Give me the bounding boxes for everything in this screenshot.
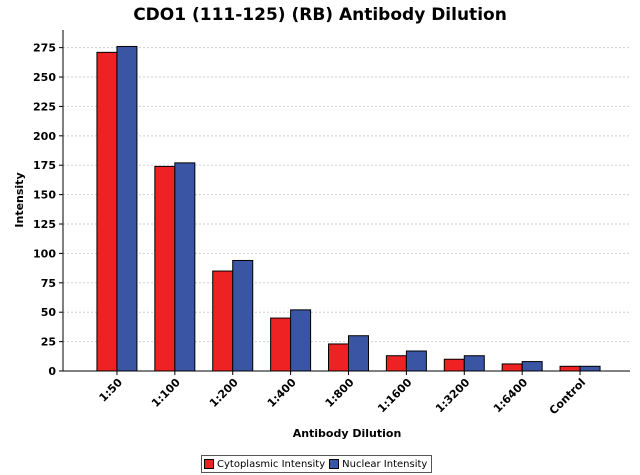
x-tick-label: 1:200 xyxy=(207,376,241,410)
x-tick-label: 1:400 xyxy=(265,376,299,410)
bar-nuclear xyxy=(116,45,138,372)
y-tick-label: 175 xyxy=(33,159,56,172)
bar-cytoplasmic xyxy=(559,365,581,372)
bar-nuclear xyxy=(174,162,196,372)
bar-cytoplasmic xyxy=(154,165,176,372)
chart-title: CDO1 (111-125) (RB) Antibody Dilution xyxy=(133,5,507,25)
bar-cytoplasmic xyxy=(96,51,118,372)
bar-cytoplasmic xyxy=(443,358,465,372)
bar-nuclear xyxy=(521,361,543,372)
x-tick-label: 1:100 xyxy=(149,376,183,410)
y-tick-label: 225 xyxy=(33,100,56,113)
bar-cytoplasmic xyxy=(212,270,234,372)
x-axis-label: Antibody Dilution xyxy=(293,427,402,440)
legend-swatch-nuclear xyxy=(329,459,340,469)
x-tick-label: 1:6400 xyxy=(491,376,531,416)
legend-label-nuclear: Nuclear Intensity xyxy=(342,458,428,470)
bar-nuclear xyxy=(232,259,254,372)
bar-nuclear xyxy=(579,365,601,372)
bar-nuclear xyxy=(463,355,485,372)
y-tick-label: 125 xyxy=(33,218,56,231)
x-tick-label: 1:800 xyxy=(323,376,357,410)
y-tick-label: 275 xyxy=(33,42,56,55)
legend-item-cytoplasmic: Cytoplasmic Intensity xyxy=(204,459,325,470)
y-tick-label: 150 xyxy=(33,189,56,202)
y-tick-label: 25 xyxy=(41,336,56,349)
y-axis-ticks: 0 25 50 75 100 125 150 175 200 225 250 275 xyxy=(33,42,63,378)
bar-nuclear xyxy=(405,350,427,372)
y-tick-label: 0 xyxy=(48,365,56,378)
x-axis-ticks: 1:50 1:100 1:200 1:400 1:800 1:1600 1:3200 1:64… xyxy=(97,371,588,417)
y-axis-label: Intensity xyxy=(13,172,26,227)
y-tick-label: 250 xyxy=(33,71,56,84)
gridlines xyxy=(63,47,630,343)
legend-item-nuclear: Nuclear Intensity xyxy=(329,459,427,470)
bar-cytoplasmic xyxy=(328,343,349,372)
y-tick-label: 50 xyxy=(41,306,57,319)
x-tick-label: 1:1600 xyxy=(375,376,415,416)
legend-label-cytoplasmic: Cytoplasmic Intensity xyxy=(217,458,326,470)
bar-cytoplasmic xyxy=(501,363,523,372)
y-tick-label: 75 xyxy=(41,277,56,290)
y-tick-label: 200 xyxy=(33,130,56,143)
x-tick-label: Control xyxy=(547,376,588,417)
bar-nuclear xyxy=(290,309,312,372)
x-tick-label: 1:50 xyxy=(97,376,126,405)
legend: Cytoplasmic Intensity Nuclear Intensity xyxy=(201,455,433,473)
legend-swatch-cytoplasmic xyxy=(204,459,214,469)
y-tick-label: 100 xyxy=(33,247,56,260)
bars xyxy=(96,45,601,372)
x-tick-label: 1:3200 xyxy=(433,376,473,416)
bar-cytoplasmic xyxy=(270,317,292,372)
bar-nuclear xyxy=(348,335,369,372)
bar-cytoplasmic xyxy=(385,355,407,372)
